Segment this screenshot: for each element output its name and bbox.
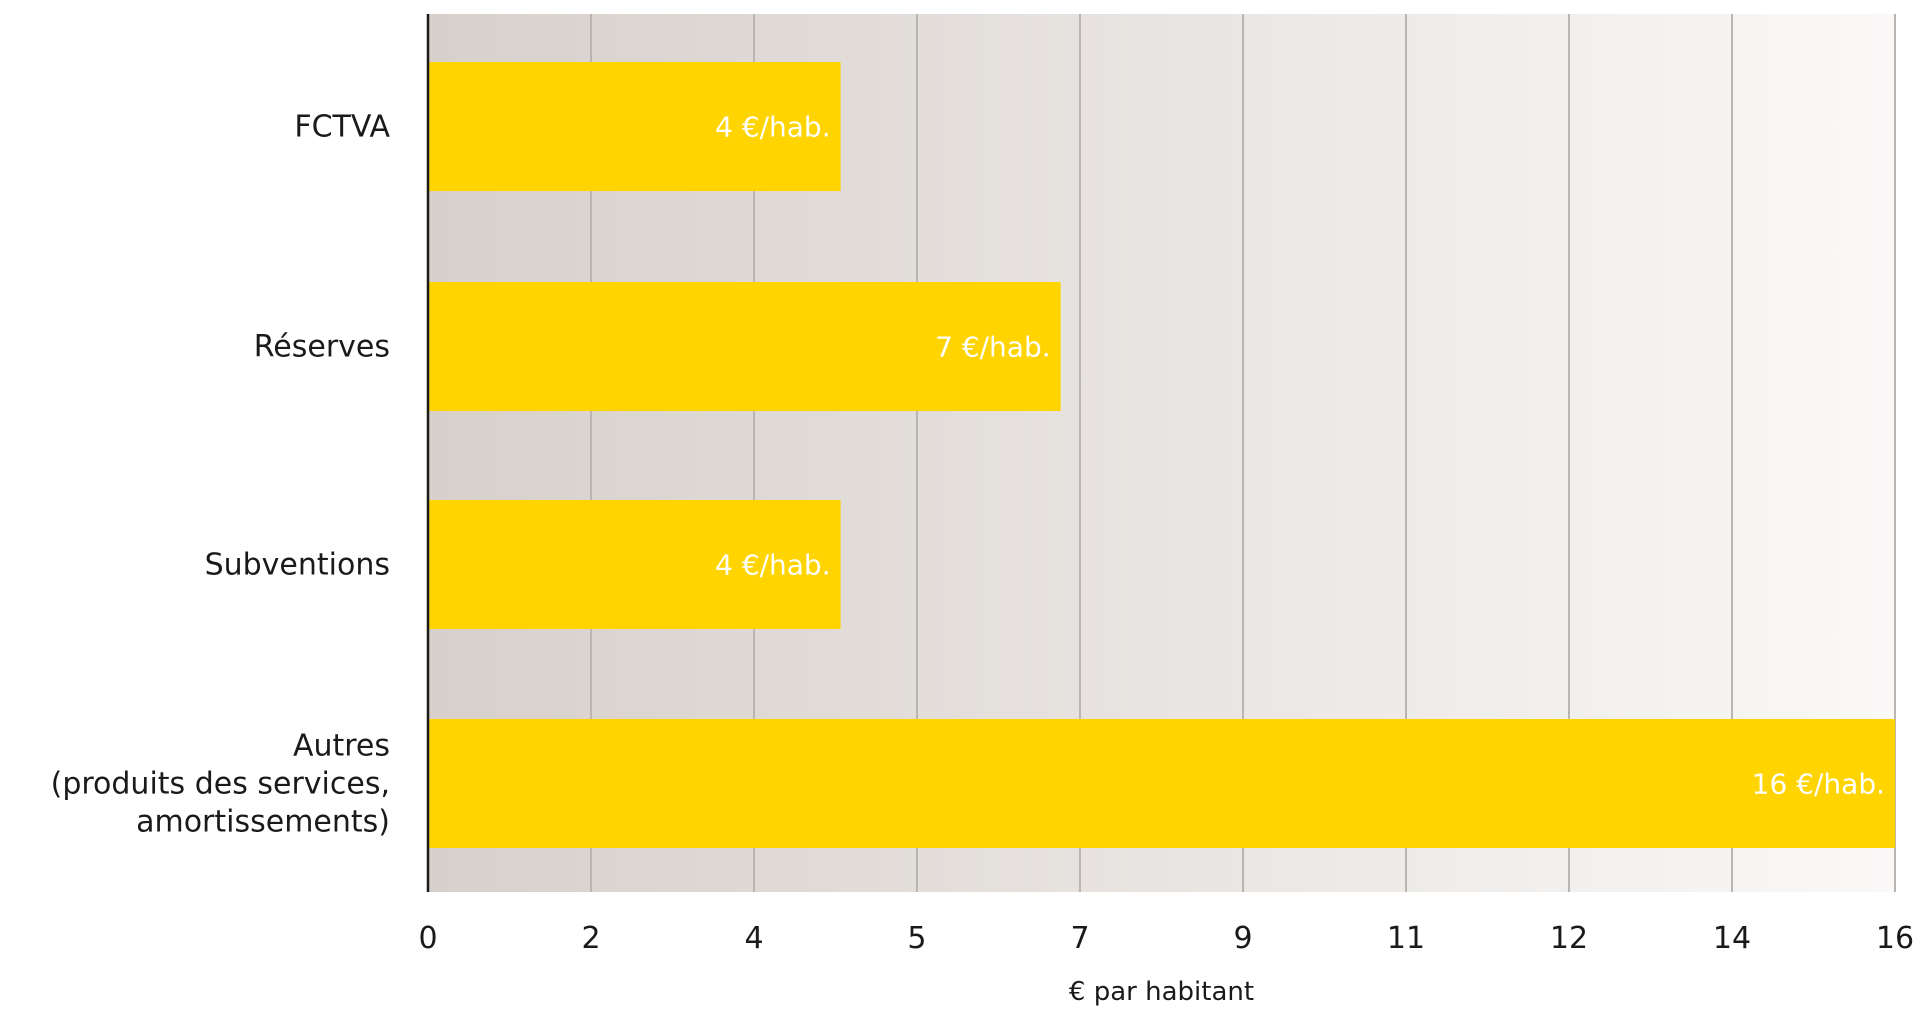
data-label: 16 €/hab. [1752,768,1885,801]
category-label: FCTVA [294,110,390,145]
category-label-line: Autres [293,729,390,764]
bars [428,62,1895,848]
x-tick-label: 0 [418,921,437,956]
x-tick-label: 7 [1070,921,1089,956]
category-label-line: amortissements) [136,805,390,840]
data-label: 4 €/hab. [715,111,831,144]
data-labels: 4 €/hab. 7 €/hab. 4 €/hab. 16 €/hab. [715,111,1885,801]
category-label: Autres (produits des services, amortisseme… [51,729,390,840]
x-tick-label: 11 [1387,921,1425,956]
category-label-line: Réserves [254,330,390,365]
data-label: 4 €/hab. [715,549,831,582]
x-tick-label: 5 [907,921,926,956]
x-tick-label: 14 [1713,921,1751,956]
category-labels: FCTVA Réserves Subventions Autres (produits … [51,110,391,840]
category-label: Réserves [254,330,390,365]
x-tick-label: 4 [744,921,763,956]
bar [428,719,1895,848]
category-label-line: FCTVA [294,110,390,145]
category-label-line: Subventions [205,548,390,583]
bar [428,500,841,629]
x-tick-label: 16 [1876,921,1914,956]
category-label-line: (produits des services, [51,767,390,802]
x-tick-label: 12 [1550,921,1588,956]
x-tick-label: 2 [581,921,600,956]
data-label: 7 €/hab. [935,331,1051,364]
category-label: Subventions [205,548,390,583]
x-tick-label: 9 [1233,921,1252,956]
bar [428,62,841,191]
bar [428,282,1061,411]
x-axis-title: € par habitant [1069,977,1254,1007]
x-tick-labels: 0 2 4 5 7 9 11 12 14 16 [418,921,1914,956]
